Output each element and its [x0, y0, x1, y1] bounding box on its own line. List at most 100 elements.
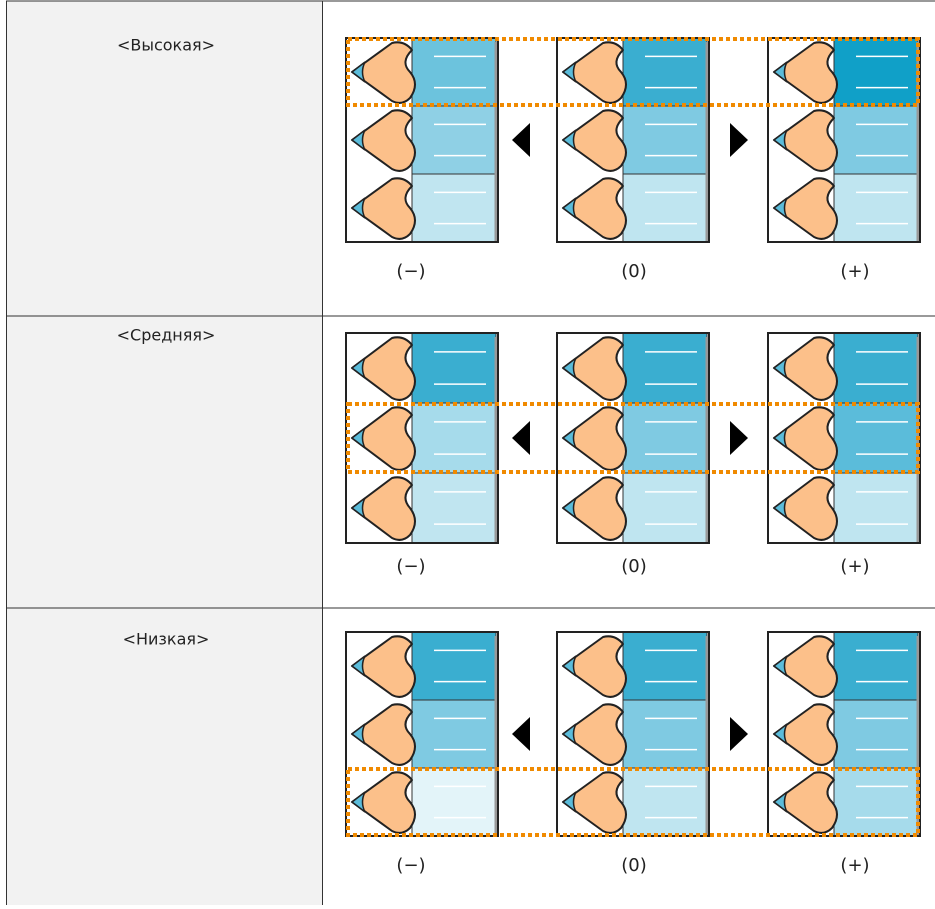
scale-label: (0)	[621, 556, 647, 577]
pencil-wood	[562, 336, 627, 401]
pencil-body	[833, 37, 919, 107]
pencil-body	[622, 631, 708, 701]
pencil-tip	[350, 723, 366, 745]
pencil-tip	[772, 791, 788, 813]
pencil-wood	[351, 476, 416, 541]
scale-label: (−)	[396, 261, 425, 282]
pencil-wood	[562, 771, 627, 834]
pencil-tip	[561, 357, 577, 379]
level-label: <Высокая>	[117, 36, 215, 55]
pencil-tip	[350, 655, 366, 677]
pencil-wood	[562, 109, 627, 172]
level-label: <Низкая>	[123, 630, 210, 649]
pencil-body	[411, 472, 497, 544]
pencil-tip	[772, 61, 788, 83]
pencil-wood	[562, 476, 627, 541]
pencil-tip	[350, 791, 366, 813]
pencil-wood	[773, 41, 838, 104]
highlight	[346, 402, 920, 474]
pencil-wood	[562, 635, 627, 698]
pencil-body	[411, 402, 497, 474]
arrow-right	[730, 717, 748, 751]
scale-label: (+)	[840, 855, 869, 876]
pencil-body	[833, 472, 919, 544]
label-column	[6, 1, 322, 905]
pencil-body	[411, 332, 497, 404]
pencil-wood	[773, 406, 838, 471]
arrow-right	[730, 123, 748, 157]
pencil-wood	[351, 109, 416, 172]
pencil-wood	[562, 406, 627, 471]
pencil-wood	[351, 406, 416, 471]
table-borders	[6, 0, 935, 905]
scale-label: (−)	[396, 556, 425, 577]
pencil-body	[411, 699, 497, 769]
pencil-wood	[773, 476, 838, 541]
pencil-tip	[772, 427, 788, 449]
pencil-body	[622, 402, 708, 474]
pencil-tip	[561, 723, 577, 745]
pencil-tip	[772, 723, 788, 745]
illustration: (−) (0) (+)	[345, 631, 921, 876]
illustration: (−) (0) (+)	[345, 332, 921, 577]
pencil-tip	[772, 655, 788, 677]
pencil-tip	[350, 357, 366, 379]
pencil-tip	[561, 655, 577, 677]
pencil-tip	[772, 197, 788, 219]
pencil-tip	[350, 197, 366, 219]
pencil-body	[622, 767, 708, 837]
pencil-body	[411, 37, 497, 107]
pencil-tip	[350, 61, 366, 83]
pencil-body	[622, 472, 708, 544]
highlight	[346, 37, 920, 107]
arrow-right	[730, 421, 748, 455]
arrow-left	[512, 717, 530, 751]
panel-frame	[767, 37, 921, 243]
pencil-body	[622, 699, 708, 769]
pencil-tip	[772, 129, 788, 151]
highlight	[346, 767, 920, 837]
pencil-body	[411, 767, 497, 837]
pencil-wood	[562, 41, 627, 104]
arrow-left	[512, 123, 530, 157]
pencil-body	[622, 105, 708, 175]
pencil-body	[833, 402, 919, 474]
pencil-tip	[350, 427, 366, 449]
pencil-body	[411, 105, 497, 175]
pencil-tip	[350, 129, 366, 151]
pencil-wood	[562, 703, 627, 766]
pencil-wood	[773, 336, 838, 401]
pencil-body	[833, 332, 919, 404]
panel-frame	[556, 37, 710, 243]
scale-label: (+)	[840, 556, 869, 577]
pencil-body	[833, 173, 919, 243]
pencil-wood	[773, 177, 838, 240]
pencil-wood	[351, 771, 416, 834]
pencil-tip	[772, 497, 788, 519]
pencil-body	[622, 173, 708, 243]
pencil-wood	[773, 703, 838, 766]
illustration: (−) (0) (+)	[345, 37, 921, 282]
pencil-tip	[561, 129, 577, 151]
pencil-tip	[561, 427, 577, 449]
pencil-body	[411, 631, 497, 701]
scale-label: (0)	[621, 855, 647, 876]
pencil-wood	[351, 635, 416, 698]
pencil-body	[622, 332, 708, 404]
pencil-wood	[351, 703, 416, 766]
pencil-tip	[561, 197, 577, 219]
pencil-body	[622, 37, 708, 107]
pencil-wood	[773, 771, 838, 834]
level-label: <Средняя>	[117, 326, 216, 345]
pencil-tip	[350, 497, 366, 519]
pencil-wood	[773, 635, 838, 698]
pencil-tip	[561, 497, 577, 519]
scale-label: (0)	[621, 261, 647, 282]
pencil-body	[411, 173, 497, 243]
scale-label: (+)	[840, 261, 869, 282]
pencil-body	[833, 105, 919, 175]
pencil-body	[833, 699, 919, 769]
panel-frame	[345, 631, 499, 837]
arrow-left	[512, 421, 530, 455]
